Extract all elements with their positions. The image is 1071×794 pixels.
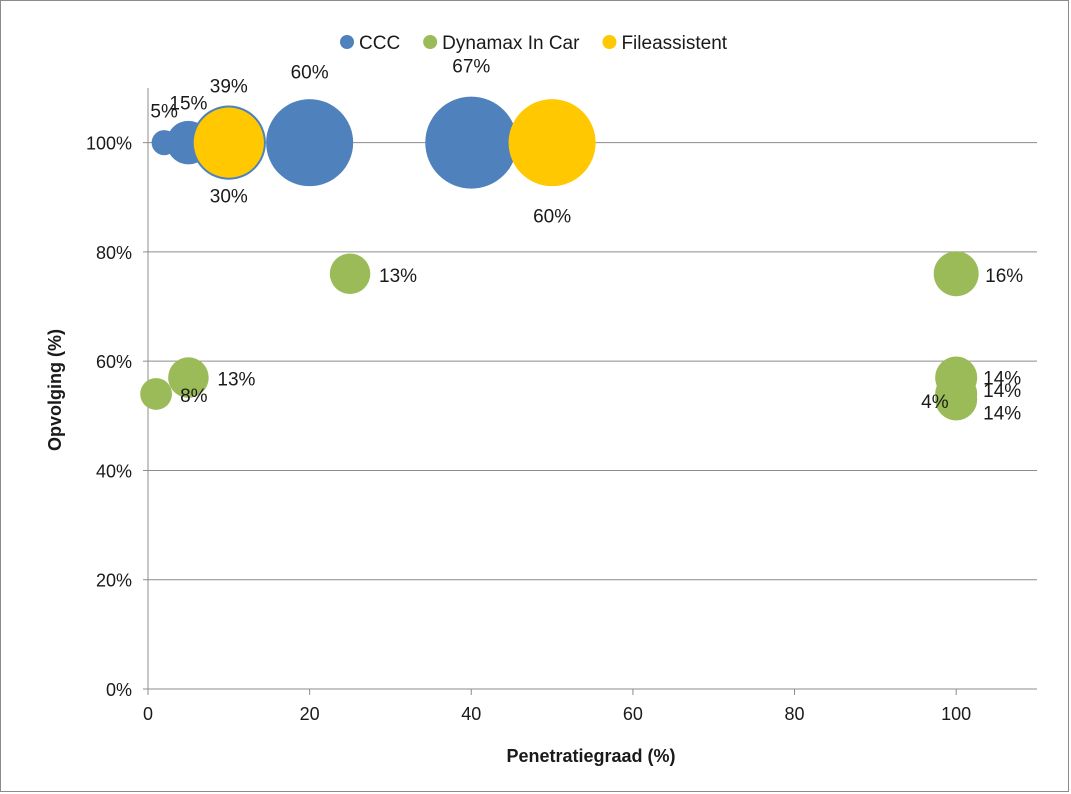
data-label: 14%: [983, 369, 1021, 390]
legend-entry: Dynamax In Car: [442, 33, 580, 54]
x-tick-label: 80: [785, 704, 805, 724]
y-tick-label: 60%: [96, 352, 132, 372]
bubble-dynamax-in-car: [933, 251, 979, 297]
data-label: 60%: [533, 207, 571, 228]
bubble-dynamax-in-car: [935, 378, 978, 421]
grid-lines: [148, 142, 1037, 581]
legend-entry: Fileassistent: [621, 33, 727, 54]
bubble-dynamax-in-car: [329, 253, 371, 295]
x-tick-label: 100: [941, 704, 971, 724]
legend: CCC Dynamax In Car Fileassistent: [340, 33, 728, 54]
bubble-dynamax-in-car: [168, 357, 209, 398]
y-tick-label: 100%: [86, 134, 132, 154]
x-tick-label: 0: [143, 704, 153, 724]
data-label: 39%: [210, 77, 248, 98]
bubble-fileassistent: [193, 107, 264, 178]
bubble-ccc: [425, 96, 518, 189]
x-tick-label: 40: [461, 704, 481, 724]
bubble-ccc: [266, 99, 354, 187]
x-tick-label: 60: [623, 704, 643, 724]
data-label: 4%: [921, 392, 949, 413]
data-labels: 5%15%30%60% 67%8%13%13% 16%14%4%14%14%39%6…: [150, 57, 1023, 425]
data-label: 60%: [291, 63, 329, 84]
data-label: 5%: [150, 102, 178, 123]
y-axis-title: Opvolging (%): [45, 329, 65, 451]
data-label: 14%: [983, 403, 1021, 424]
data-label: 14%: [983, 381, 1021, 402]
data-label: 16%: [985, 266, 1023, 287]
bubble-dynamax-in-car: [140, 378, 172, 410]
legend-marker: [423, 35, 438, 49]
y-tick-label: 20%: [96, 571, 132, 591]
data-label: 8%: [180, 386, 208, 407]
data-label: 13%: [217, 370, 255, 391]
y-tick-label: 0%: [106, 680, 132, 700]
x-axis-title: Penetratiegraad (%): [506, 746, 675, 766]
legend-entry: CCC: [359, 33, 400, 54]
axes: 0% 20% 40% 60% 80% 100% 0 20 40 60 80 100: [86, 88, 1037, 724]
x-tick-label: 20: [300, 704, 320, 724]
y-tick-label: 80%: [96, 243, 132, 263]
legend-marker: [602, 35, 617, 49]
data-label: 30%: [210, 187, 248, 208]
y-tick-label: 40%: [96, 461, 132, 481]
data-label: 15%: [169, 94, 207, 115]
legend-marker: [340, 35, 354, 49]
bubble-fileassistent: [508, 99, 596, 187]
data-label: 13%: [379, 266, 417, 287]
data-label: 67%: [452, 57, 490, 78]
bubbles: [140, 96, 979, 421]
